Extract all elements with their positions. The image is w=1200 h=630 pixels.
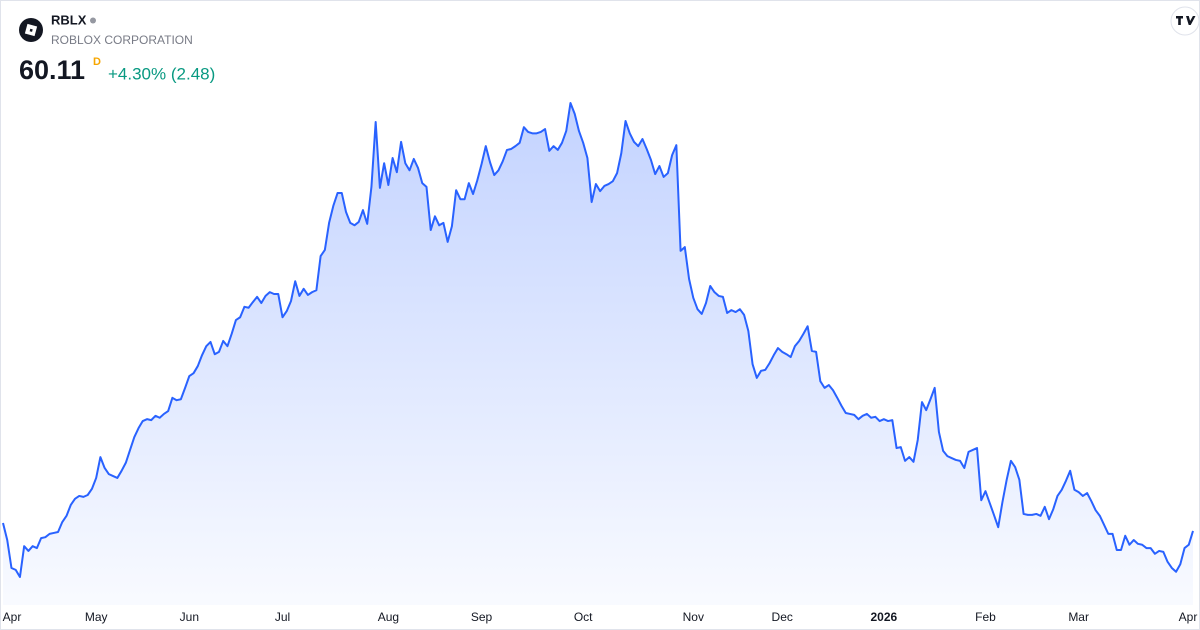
x-tick-label: Sep <box>471 610 493 624</box>
x-tick-label: Nov <box>683 610 704 624</box>
x-tick-label: Feb <box>975 610 996 624</box>
x-tick-label: Oct <box>574 610 593 624</box>
x-tick-label: May <box>85 610 108 624</box>
x-tick-label: Dec <box>772 610 793 624</box>
logo-glyph[interactable] <box>1176 16 1196 25</box>
tradingview-logo[interactable] <box>1170 6 1200 36</box>
area-fill <box>3 103 1193 605</box>
ticker: RBLX <box>51 12 87 27</box>
logo-mark-hole <box>29 28 33 32</box>
x-tick-label: Jul <box>275 610 290 624</box>
header: RBLX ROBLOX CORPORATION 60.11 D +4.30% (… <box>19 12 215 85</box>
last-price: 60.11 <box>19 55 85 85</box>
plot: Apr May Jun Jul Aug Sep Oct Nov Dec 2026 Feb Mar Apr <box>2 102 1198 624</box>
status-dot <box>90 17 96 24</box>
logo-badge[interactable] <box>1170 6 1200 36</box>
x-tick-label: Apr <box>1179 610 1198 624</box>
x-tick-label: 2026 <box>871 610 898 624</box>
company-name: ROBLOX CORPORATION <box>51 33 193 47</box>
x-tick-label: Apr <box>3 610 22 624</box>
x-tick-label: Aug <box>378 610 399 624</box>
x-tick-label: Jun <box>180 610 199 624</box>
price-change: +4.30% (2.48) <box>108 64 215 83</box>
x-tick-label: Mar <box>1068 610 1089 624</box>
price-line <box>2 102 1194 578</box>
interval: D <box>93 56 101 68</box>
